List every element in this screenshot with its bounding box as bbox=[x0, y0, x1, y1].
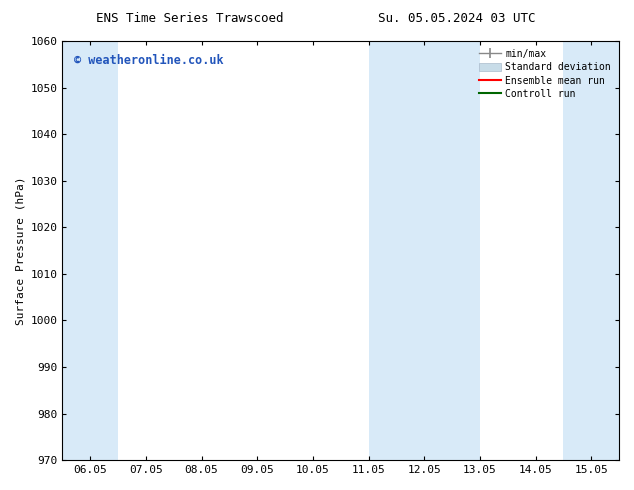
Text: © weatheronline.co.uk: © weatheronline.co.uk bbox=[74, 53, 223, 67]
Text: Su. 05.05.2024 03 UTC: Su. 05.05.2024 03 UTC bbox=[378, 12, 535, 25]
Y-axis label: Surface Pressure (hPa): Surface Pressure (hPa) bbox=[15, 176, 25, 325]
Legend: min/max, Standard deviation, Ensemble mean run, Controll run: min/max, Standard deviation, Ensemble me… bbox=[476, 45, 615, 103]
Text: ENS Time Series Trawscoed: ENS Time Series Trawscoed bbox=[96, 12, 284, 25]
Bar bbox=[564, 41, 619, 460]
Bar bbox=[62, 41, 118, 460]
Bar bbox=[368, 41, 480, 460]
